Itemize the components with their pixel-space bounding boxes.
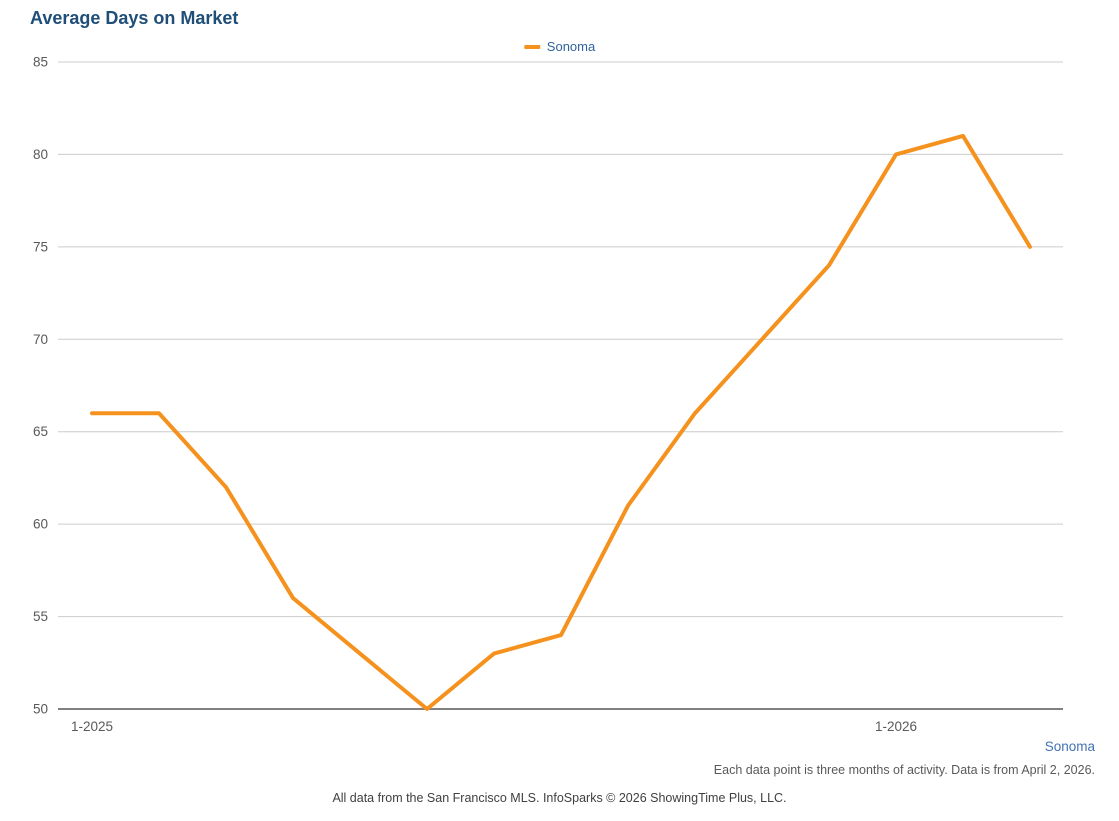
- chart-canvas: 50 55 60 65 70 75 80 85 1-2025 1-2026: [33, 55, 1063, 734]
- data-point-note: Each data point is three months of activ…: [713, 763, 1095, 777]
- page-title: Average Days on Market: [30, 8, 239, 28]
- y-tick-label: 60: [33, 517, 48, 532]
- footer-series-label: Sonoma: [1044, 739, 1095, 754]
- y-tick-label: 80: [33, 147, 48, 162]
- y-tick-label: 85: [33, 55, 48, 70]
- y-tick-label: 70: [33, 332, 48, 347]
- x-tick-label: 1-2026: [875, 719, 917, 734]
- y-tick-label: 55: [33, 609, 48, 624]
- y-tick-label: 65: [33, 424, 48, 439]
- mls-attribution-note: All data from the San Francisco MLS. Inf…: [332, 791, 787, 805]
- series-line-sonoma: [90, 133, 1032, 711]
- legend-label: Sonoma: [546, 39, 596, 54]
- x-tick-label: 1-2025: [71, 719, 113, 734]
- chart-legend: Sonoma: [523, 39, 596, 54]
- legend-swatch-sonoma: [523, 44, 540, 49]
- y-tick-label: 50: [33, 702, 48, 717]
- y-tick-label: 75: [33, 239, 48, 254]
